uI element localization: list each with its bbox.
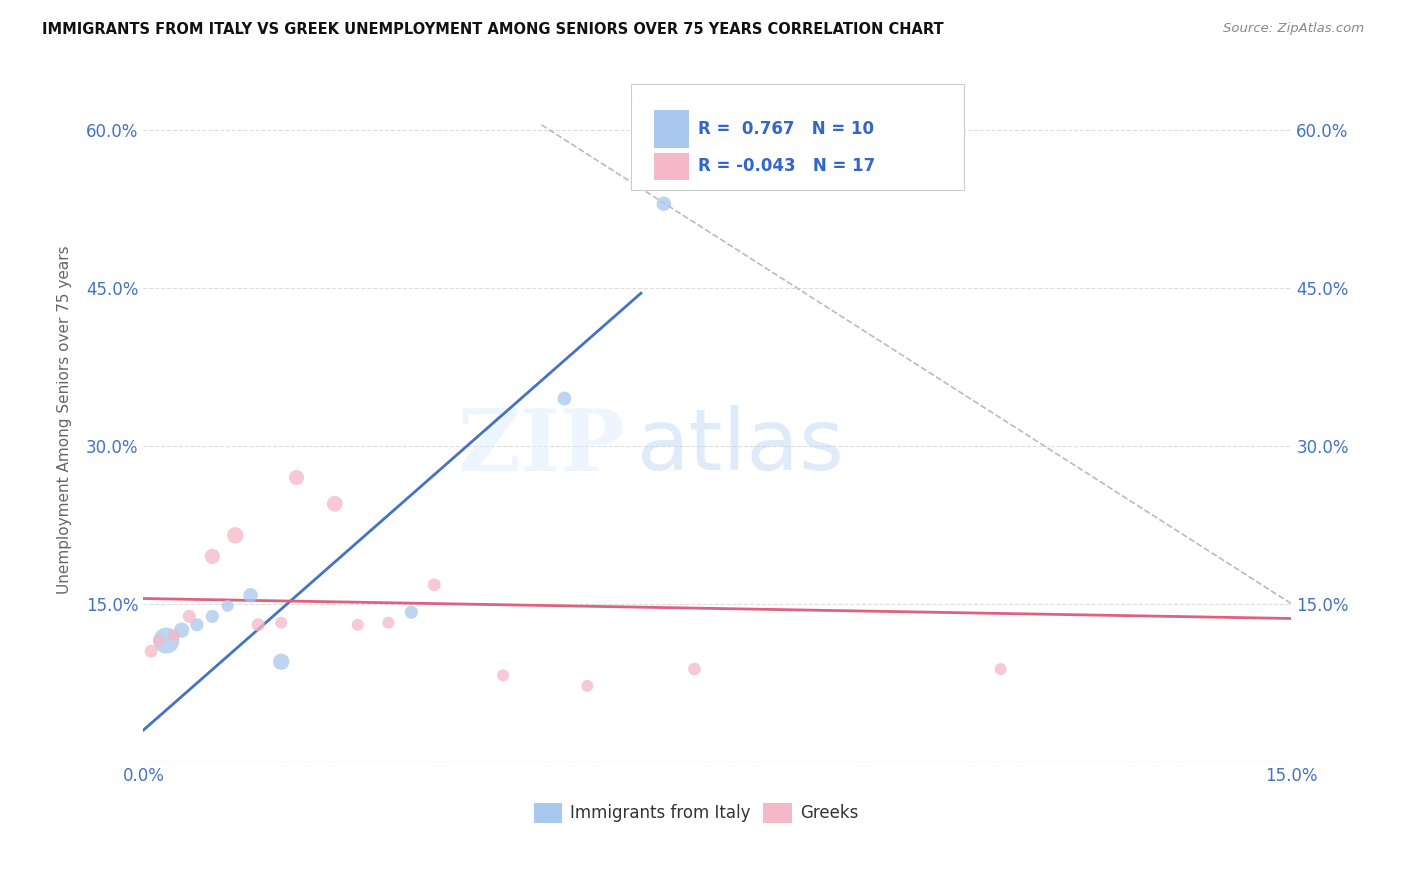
Point	[401, 605, 423, 619]
Point	[377, 615, 399, 630]
Y-axis label: Unemployment Among Seniors over 75 years: Unemployment Among Seniors over 75 years	[58, 245, 72, 594]
FancyBboxPatch shape	[631, 84, 965, 190]
Point	[990, 662, 1012, 676]
Text: ZIP: ZIP	[458, 405, 626, 489]
Point	[186, 617, 208, 632]
Text: IMMIGRANTS FROM ITALY VS GREEK UNEMPLOYMENT AMONG SENIORS OVER 75 YEARS CORRELAT: IMMIGRANTS FROM ITALY VS GREEK UNEMPLOYM…	[42, 22, 943, 37]
Point	[201, 609, 224, 624]
Bar	[654, 111, 689, 148]
Point	[346, 617, 368, 632]
Text: R = -0.043   N = 17: R = -0.043 N = 17	[697, 157, 875, 175]
Bar	[534, 803, 562, 823]
Point	[270, 615, 292, 630]
Point	[224, 528, 246, 542]
Point	[492, 668, 515, 682]
Point	[170, 623, 193, 637]
Point	[576, 679, 599, 693]
Point	[652, 196, 675, 211]
Point	[553, 392, 575, 406]
Point	[247, 617, 270, 632]
Point	[239, 588, 262, 602]
Text: Greeks: Greeks	[800, 804, 859, 822]
Text: Immigrants from Italy: Immigrants from Italy	[571, 804, 751, 822]
Point	[270, 655, 292, 669]
Point	[201, 549, 224, 564]
Point	[139, 644, 162, 658]
Point	[163, 628, 186, 642]
Bar	[654, 153, 689, 180]
Point	[423, 578, 446, 592]
Point	[148, 633, 170, 648]
Point	[155, 633, 177, 648]
Text: atlas: atlas	[637, 406, 845, 489]
Point	[179, 609, 201, 624]
Bar	[763, 803, 792, 823]
Point	[323, 497, 346, 511]
Point	[217, 599, 239, 613]
Point	[285, 470, 308, 484]
Point	[683, 662, 706, 676]
Text: R =  0.767   N = 10: R = 0.767 N = 10	[697, 120, 875, 138]
Text: Source: ZipAtlas.com: Source: ZipAtlas.com	[1223, 22, 1364, 36]
